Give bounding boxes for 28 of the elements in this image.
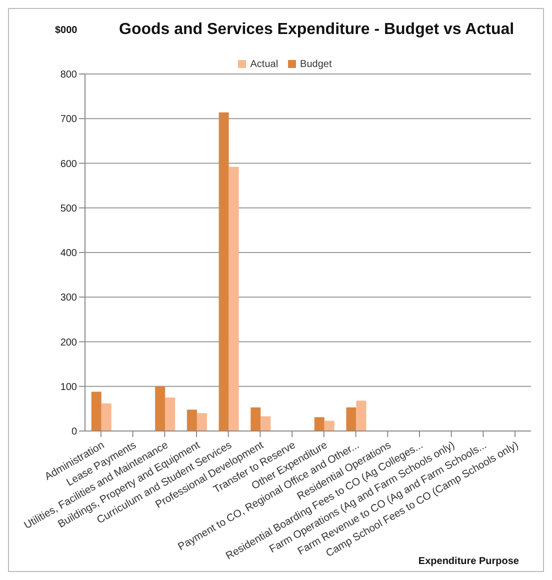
legend-label: Budget	[300, 59, 332, 70]
y-tick-label: 100	[60, 382, 78, 393]
bar	[186, 410, 197, 431]
bar	[91, 392, 102, 431]
y-tick-label: 700	[60, 114, 78, 126]
y-tick-label: 800	[60, 70, 78, 81]
bar	[314, 417, 324, 431]
chart-title: Goods and Services Expenditure - Budget vs Actual	[119, 21, 514, 39]
y-tick-label: 400	[60, 248, 78, 260]
bar	[260, 416, 271, 431]
y-tick-label: 500	[60, 203, 78, 214]
x-axis-title: Expenditure Purpose	[418, 556, 519, 567]
bar	[228, 166, 239, 431]
bar	[346, 407, 356, 431]
y-tick-label: 600	[60, 158, 78, 170]
bar	[218, 112, 229, 431]
y-tick-label: 200	[60, 337, 78, 348]
bar	[324, 420, 334, 431]
bar	[101, 403, 112, 431]
bar	[250, 407, 261, 431]
y-axis-title: $000	[55, 25, 78, 36]
bar	[165, 398, 176, 431]
y-tick-label: 300	[60, 292, 78, 304]
y-tick-label: 0	[71, 426, 78, 438]
bar	[155, 386, 166, 431]
bar	[356, 400, 366, 431]
bar	[196, 413, 207, 431]
legend-label: Actual	[250, 59, 278, 70]
